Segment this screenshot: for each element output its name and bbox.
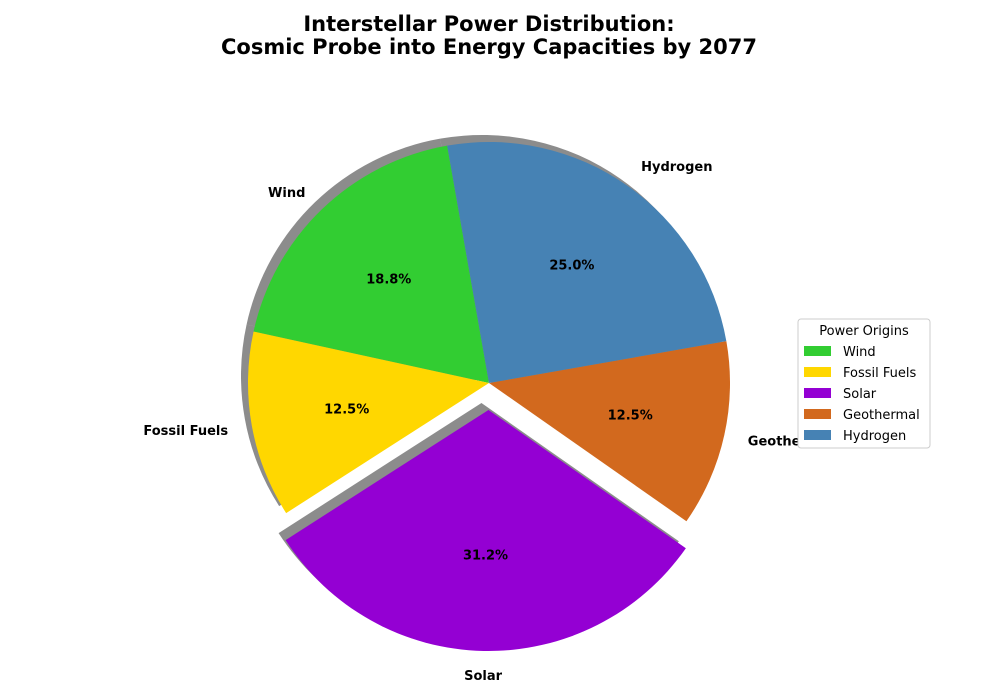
- slice-label-wind: Wind: [268, 186, 305, 201]
- pie-slice-hydrogen: [447, 141, 727, 383]
- legend-entries: Wind Fossil Fuels Solar Geothermal Hydrogen: [804, 345, 920, 444]
- chart-title-line-2: Cosmic Probe into Energy Capacities by 2…: [221, 35, 757, 59]
- pct-label-wind: 18.8%: [366, 273, 411, 288]
- pie-slice-solar: [285, 409, 686, 651]
- legend-label-geothermal: Geothermal: [843, 408, 920, 423]
- legend-swatch-wind: [804, 346, 831, 356]
- pie-slice-wind: [253, 145, 489, 383]
- legend-swatch-fossil-fuels: [804, 367, 831, 377]
- pie-slices: [247, 141, 731, 651]
- pie-slice-geothermal: [489, 341, 731, 522]
- legend-label-solar: Solar: [843, 387, 877, 402]
- pie-slice-fossil-fuels: [247, 331, 489, 514]
- slice-label-fossil-fuels: Fossil Fuels: [143, 424, 228, 439]
- pct-label-geothermal: 12.5%: [608, 408, 653, 423]
- legend-swatch-hydrogen: [804, 430, 831, 440]
- chart-title: Interstellar Power Distribution: Cosmic …: [221, 12, 757, 59]
- legend-swatch-solar: [804, 388, 831, 398]
- legend-label-hydrogen: Hydrogen: [843, 429, 906, 444]
- slice-label-solar: Solar: [464, 669, 503, 684]
- legend: Power Origins Wind Fossil Fuels Solar Geoth…: [797, 318, 931, 449]
- legend-swatch-geothermal: [804, 409, 831, 419]
- legend-label-fossil-fuels: Fossil Fuels: [843, 366, 916, 381]
- chart-title-line-1: Interstellar Power Distribution:: [303, 12, 674, 36]
- slice-labels: 18.8% Wind 12.5% Fossil Fuels 31.2% Solar 12.5…: [143, 160, 833, 684]
- pct-label-fossil-fuels: 12.5%: [324, 403, 369, 418]
- pct-label-hydrogen: 25.0%: [549, 259, 594, 274]
- pct-label-solar: 31.2%: [463, 549, 508, 564]
- legend-label-wind: Wind: [843, 345, 876, 360]
- legend-title: Power Origins: [819, 324, 909, 339]
- slice-label-hydrogen: Hydrogen: [641, 160, 712, 175]
